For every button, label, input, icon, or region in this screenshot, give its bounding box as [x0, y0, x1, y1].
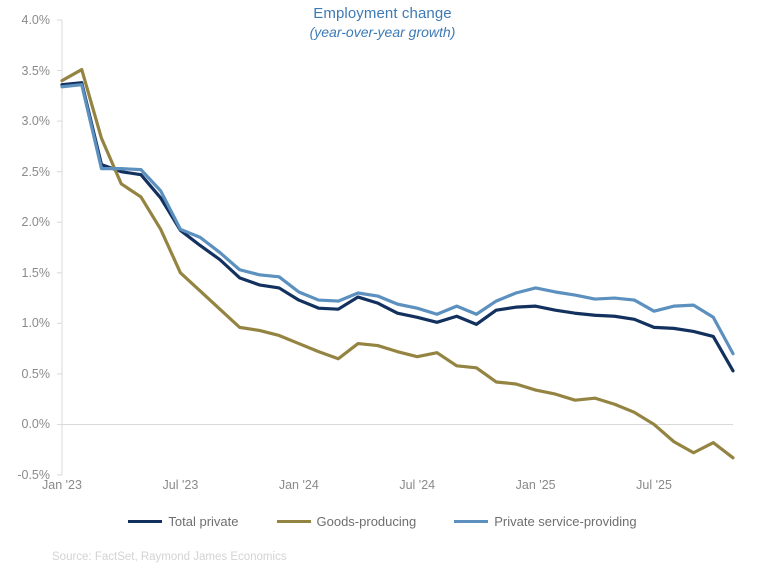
x-axis-tick-label: Jan '25 [515, 478, 556, 492]
series-line-goods-producing [60, 67, 735, 460]
legend-label: Goods-producing [316, 514, 417, 529]
legend-item[interactable]: Total private [128, 514, 239, 529]
line-chart-svg [57, 19, 735, 476]
y-axis-tick-label: 0.5% [21, 366, 51, 381]
y-axis-tick-label: 2.0% [21, 215, 51, 230]
y-axis-tick-label: 3.5% [21, 63, 51, 78]
y-axis-tick-label: -0.5% [17, 468, 50, 482]
x-axis-tick-label: Jul '24 [399, 478, 436, 492]
legend-label: Private service-providing [494, 514, 637, 529]
legend-label: Total private [168, 514, 239, 529]
y-axis-tick-label: 1.5% [21, 265, 51, 280]
x-axis-tick-label: Jan '23 [42, 478, 82, 492]
legend-swatch-icon [276, 519, 311, 524]
y-axis-tick-label: 4.0% [21, 13, 51, 27]
chart-legend: Total private Goods-producing Private serv… [0, 514, 765, 529]
y-axis-tick-label: 0.0% [21, 417, 51, 432]
x-axis-tick-label: Jan '24 [278, 478, 319, 492]
legend-item[interactable]: Goods-producing [276, 514, 417, 529]
y-axis-tick-label: 1.0% [21, 316, 51, 331]
x-axis-labels: Jan '23 Jul '23 Jan '24 Jul '24 Jan '25 Jul '… [0, 478, 765, 502]
y-axis-labels: 4.0% 3.5% 3.0% 2.5% 2.0% 1.5% 1.0% 0.5% 0.0% -0.5… [0, 0, 58, 500]
legend-swatch-icon [454, 519, 489, 524]
legend-item[interactable]: Private service-providing [454, 514, 637, 529]
y-axis-tick-label: 2.5% [21, 164, 51, 179]
x-axis-tick-label: Jul '25 [636, 478, 672, 492]
x-axis-tick-label: Jul '23 [162, 478, 199, 492]
legend-swatch-icon [128, 519, 163, 524]
plot-area: 4.0% 3.5% 3.0% 2.5% 2.0% 1.5% 1.0% 0.5% 0.0% -0.5… [0, 0, 765, 502]
series-line-private-service-providing [60, 83, 735, 356]
source-note: Source: FactSet, Raymond James Economics [52, 551, 287, 563]
y-axis-tick-label: 3.0% [21, 114, 51, 129]
series-line-total-private [60, 81, 735, 373]
